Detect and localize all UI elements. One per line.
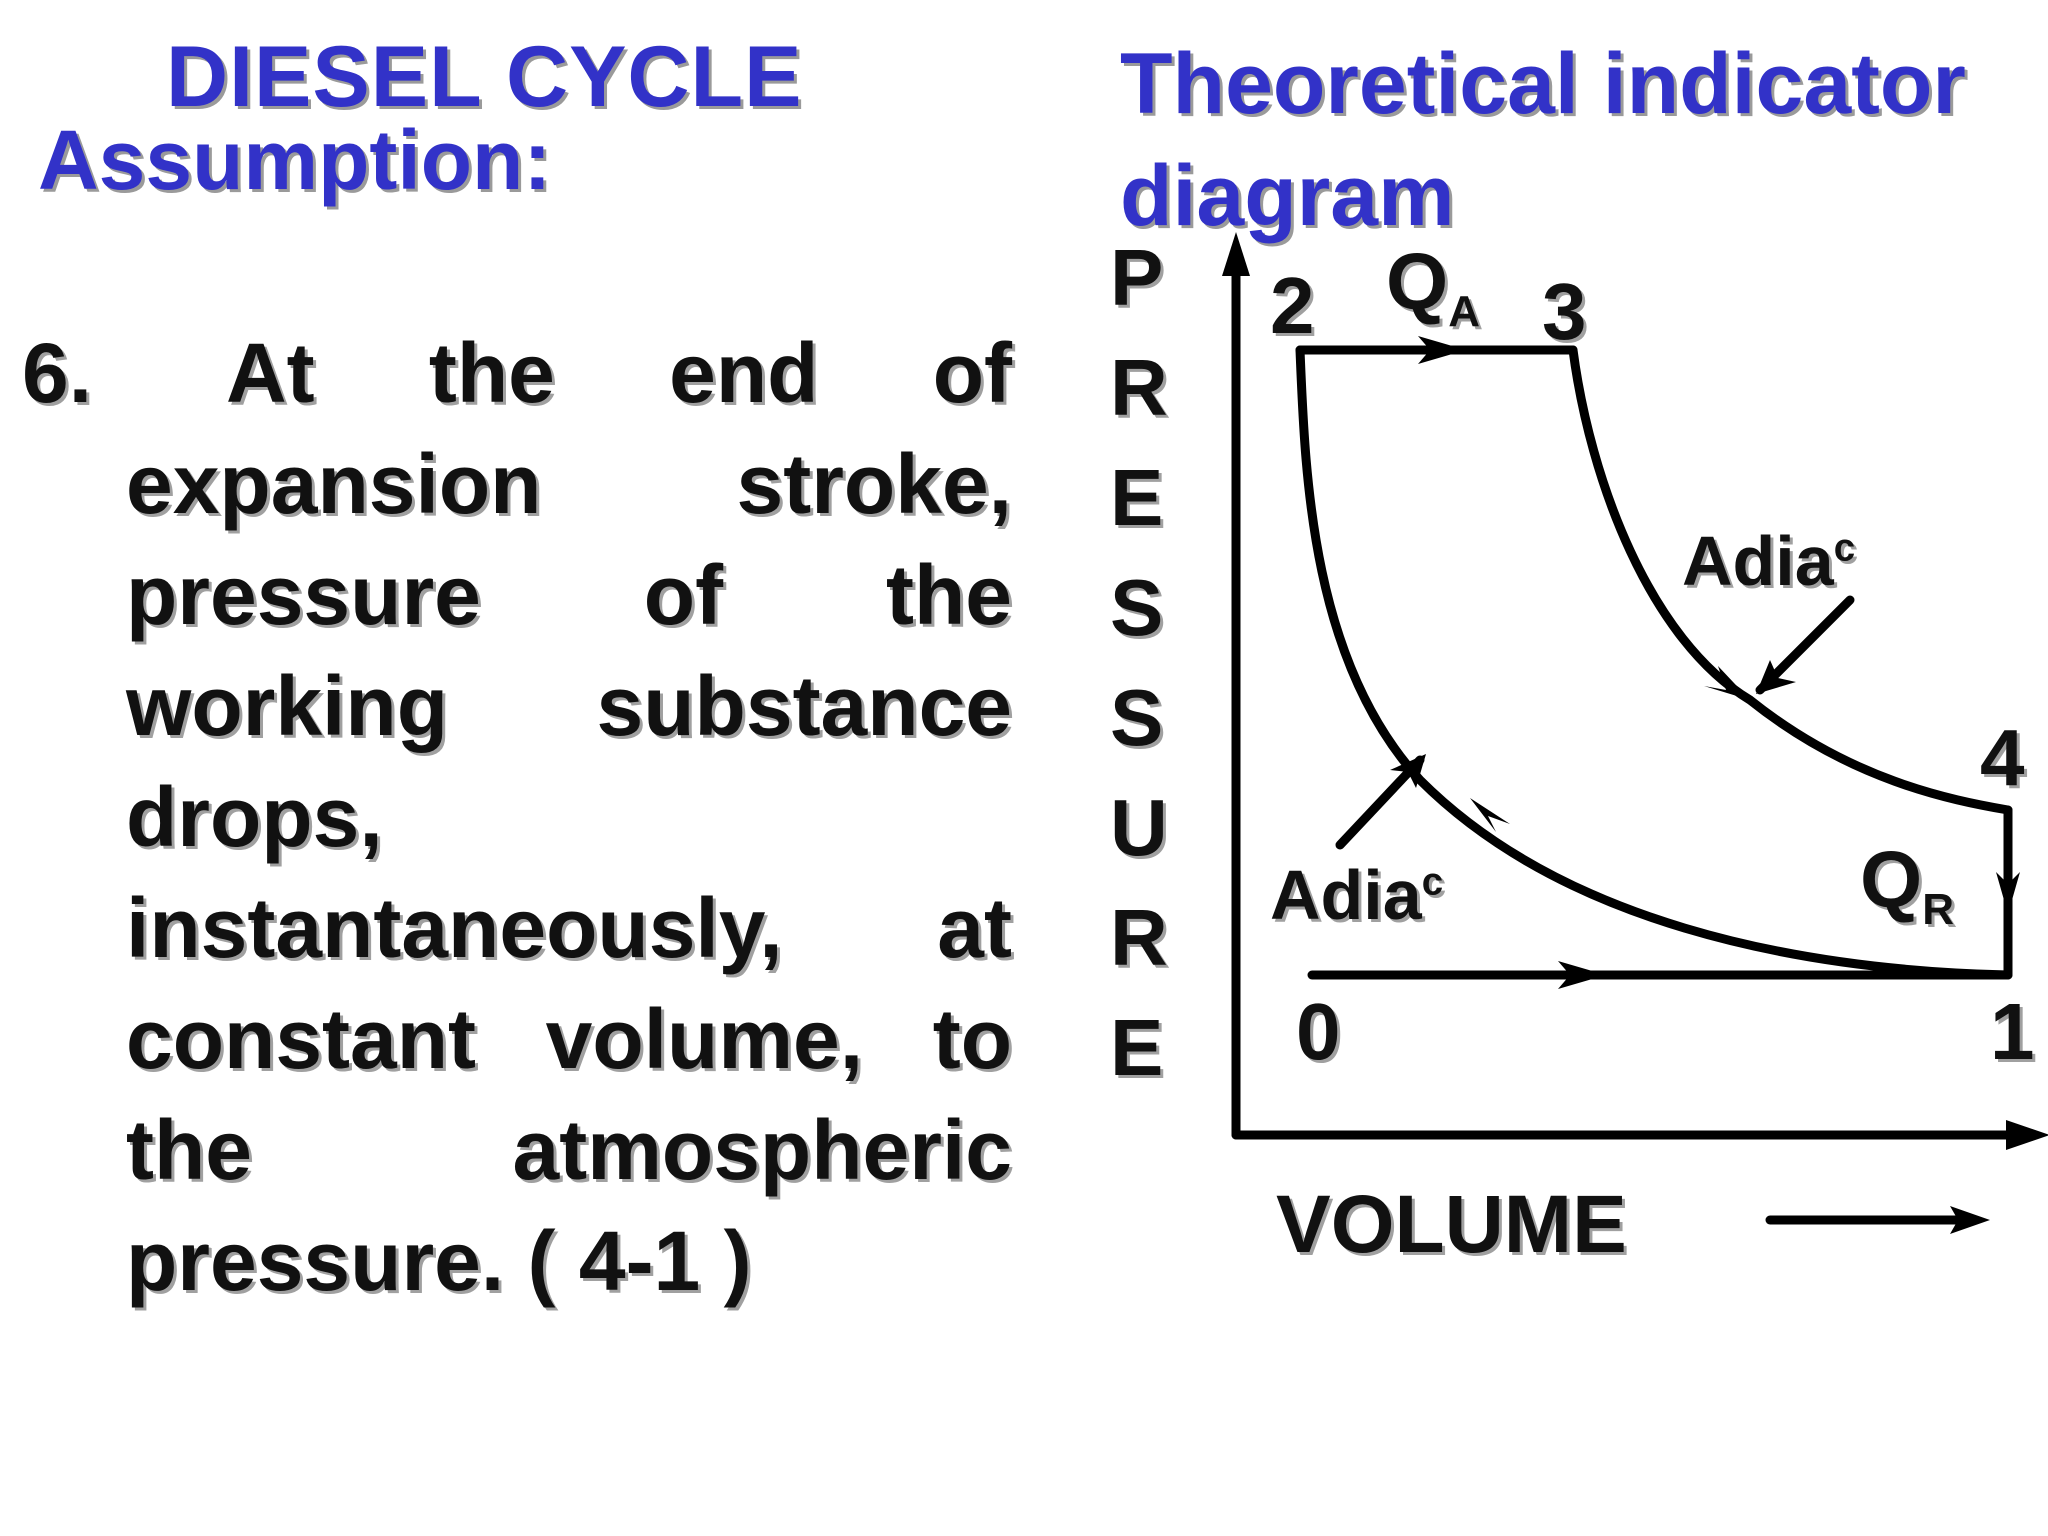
heat-added-label: QA: [1386, 237, 1481, 336]
state-point-2: 2: [1270, 261, 1315, 350]
volume-axis-arrowhead: [2006, 1120, 2048, 1150]
pressure-axis-letter: S: [1110, 563, 1164, 652]
point-line: pressure of the: [126, 548, 1012, 642]
assumption-heading: Assumption:: [38, 113, 552, 207]
compression-curve: [1295, 345, 2013, 980]
heat-rejected-label: QR: [1860, 835, 1955, 934]
point-line: constant volume, to: [126, 992, 1012, 1086]
state-point-1: 1: [1990, 987, 2035, 1076]
pressure-axis-letter: R: [1110, 893, 1168, 982]
heat-addition-arrowhead: [1418, 336, 1466, 364]
point-line: expansion stroke,: [126, 437, 1012, 531]
pressure-axis-letter: P: [1110, 233, 1164, 322]
state-point-0: 0: [1296, 987, 1341, 1076]
diagram-title: Theoretical indicator diagram: [1120, 36, 1966, 244]
point-line: At the end of: [226, 326, 1012, 420]
pressure-axis-letter: E: [1110, 1003, 1164, 1092]
state-point-3: 3: [1542, 267, 1587, 356]
point-line: instantaneously, at: [126, 881, 1012, 975]
pressure-axis-letter: E: [1110, 453, 1164, 542]
volume-axis-label: VOLUME: [1276, 1179, 1627, 1270]
adiabatic-expansion-label: Adiac: [1682, 522, 1856, 600]
adiabatic-compression-label: Adiac: [1270, 856, 1444, 934]
pointer-lower-arrowhead: [1390, 754, 1426, 788]
expansion-arrowhead: [1704, 666, 1750, 700]
point-line: pressure. ( 4-1 ): [126, 1214, 752, 1308]
point-line: working substance: [126, 659, 1012, 753]
pv-diagram-lines: [1222, 232, 2048, 1234]
pressure-axis-letter: S: [1110, 673, 1164, 762]
pointer-lower: [1335, 755, 1425, 850]
page-title: DIESEL CYCLE: [166, 29, 803, 125]
pv-diagram: P R E S S U R E 2 3 4 0 1 QA QR Adiac Ad…: [1090, 220, 2048, 1320]
pressure-axis-letter: U: [1110, 783, 1168, 872]
exhaust-arrowhead: [1996, 872, 2020, 914]
intake-arrowhead: [1558, 961, 1606, 989]
point-number: 6.: [22, 326, 93, 420]
compression-arrowhead: [1470, 798, 1510, 832]
point-line: the atmospheric: [126, 1103, 1012, 1197]
point-line: drops,: [126, 770, 383, 864]
pointer-upper-arrowhead: [1756, 660, 1796, 694]
point-text: At the end of expansion stroke, pressure…: [126, 318, 1012, 1317]
state-point-4: 4: [1980, 713, 2025, 802]
pressure-axis-letter: R: [1110, 343, 1168, 432]
pressure-axis-arrowhead: [1222, 232, 1250, 276]
volume-arrowhead: [1950, 1206, 1990, 1234]
